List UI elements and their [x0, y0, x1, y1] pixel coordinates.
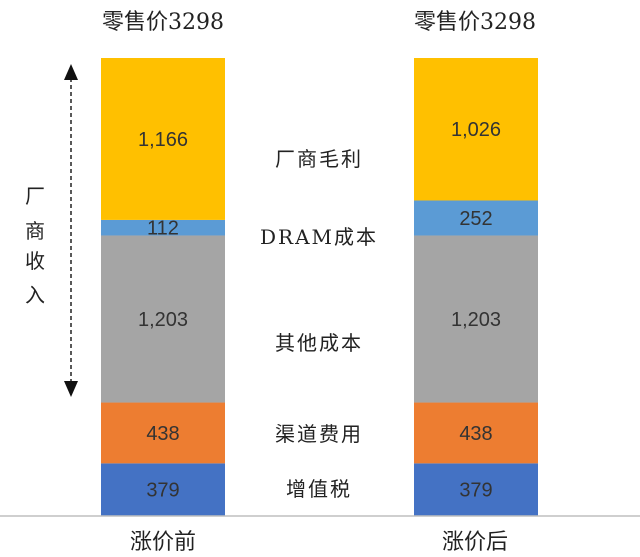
- bars-layer: [101, 58, 538, 516]
- segment-labels-layer: 379 438 1,203 112 1,166 379 438 1,203 252 1,026: [138, 119, 501, 501]
- legend-label-3: DRAM成本: [260, 225, 378, 249]
- data-label-after-4: 1,026: [451, 119, 501, 141]
- top-label-before: 零售价3298: [102, 10, 224, 35]
- legend-label-2: 其他成本: [275, 331, 363, 355]
- data-label-after-2: 1,203: [451, 309, 501, 331]
- legend-label-4: 厂商毛利: [275, 147, 363, 171]
- legend-label-1: 渠道费用: [275, 422, 363, 446]
- bracket-arrow-down-icon: [64, 381, 78, 397]
- bar-segment-after-1: [414, 402, 538, 464]
- data-label-before-1: 438: [146, 423, 179, 445]
- bar-segment-after-3: [414, 200, 538, 236]
- data-label-before-3: 112: [147, 218, 179, 240]
- data-label-before-0: 379: [146, 480, 179, 502]
- bracket-label-char: 厂: [25, 184, 45, 208]
- bar-segment-before-4: [101, 58, 225, 220]
- bracket-label-char: 商: [25, 219, 45, 243]
- bar-segment-before-0: [101, 463, 225, 516]
- data-label-before-4: 1,166: [138, 129, 188, 151]
- data-label-after-0: 379: [459, 480, 492, 502]
- bar-segment-after-0: [414, 463, 538, 516]
- bar-segment-before-2: [101, 235, 225, 403]
- bar-segment-after-2: [414, 235, 538, 403]
- category-label-after: 涨价后: [442, 530, 508, 555]
- bar-segment-after-4: [414, 58, 538, 201]
- top-label-after: 零售价3298: [414, 10, 536, 35]
- revenue-bracket: [64, 64, 78, 397]
- bar-segment-before-3: [101, 219, 225, 236]
- bracket-label-char: 收: [25, 249, 45, 273]
- bracket-label: 厂 商 收 入: [25, 184, 45, 307]
- bar-segment-before-1: [101, 402, 225, 464]
- data-label-after-1: 438: [459, 423, 492, 445]
- bracket-label-char: 入: [25, 283, 45, 307]
- data-label-before-2: 1,203: [138, 309, 188, 331]
- legend-label-0: 增值税: [286, 477, 352, 501]
- category-label-before: 涨价前: [130, 530, 196, 555]
- bracket-arrow-up-icon: [64, 64, 78, 80]
- data-label-after-3: 252: [459, 208, 492, 230]
